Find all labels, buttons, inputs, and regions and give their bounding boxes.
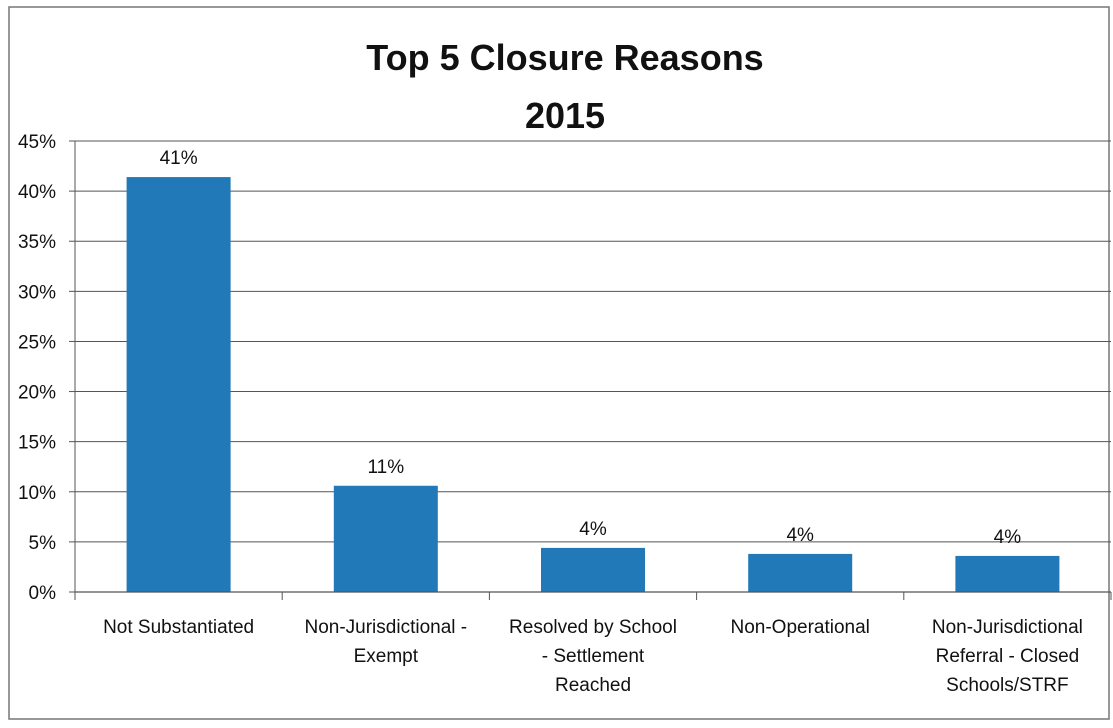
x-category-label-line: Not Substantiated — [103, 617, 254, 638]
data-label: 4% — [994, 527, 1022, 548]
data-label: 41% — [160, 148, 198, 169]
y-tick-label: 0% — [29, 583, 57, 604]
chart-title: Top 5 Closure Reasons — [366, 37, 763, 78]
x-category-label-line: Reached — [555, 675, 631, 696]
x-category-label-line: Schools/STRF — [946, 675, 1068, 696]
x-category-label: Non-Operational — [730, 617, 869, 638]
x-category-label: Resolved by School - Settlement Reached — [509, 617, 677, 696]
x-category-label: Non-Jurisdictional - Exempt — [304, 617, 467, 667]
data-label: 11% — [367, 457, 404, 478]
x-category-label: Non-Jurisdictional Referral - Closed Schoo… — [932, 617, 1083, 696]
bar — [333, 485, 438, 592]
y-tick-label: 45% — [18, 132, 56, 153]
y-axis-ticks: 0% 5% 10% 15% 20% 25% 30% 35% 40% 45% — [18, 132, 76, 604]
x-category-label-line: Exempt — [354, 646, 419, 667]
bar — [748, 553, 853, 592]
x-category-label-line: Non-Jurisdictional — [932, 617, 1083, 638]
y-tick-label: 25% — [18, 332, 56, 353]
x-category-label-line: Non-Jurisdictional - — [304, 617, 467, 638]
x-axis: Not Substantiated Non-Jurisdictional - Exe… — [74, 591, 1112, 696]
data-label: 4% — [786, 525, 814, 546]
x-category-label-line: Non-Operational — [730, 617, 869, 638]
x-category-label: Not Substantiated — [103, 617, 254, 638]
bar — [955, 555, 1060, 592]
y-tick-label: 30% — [18, 282, 56, 303]
gridlines — [75, 140, 1111, 543]
chart-subtitle: 2015 — [525, 95, 605, 136]
y-tick-label: 20% — [18, 383, 56, 404]
y-tick-label: 5% — [29, 533, 57, 554]
data-labels: 41% 11% 4% 4% 4% — [160, 148, 1022, 548]
x-category-label-line: Resolved by School — [509, 617, 677, 638]
bar — [541, 547, 645, 592]
y-tick-label: 15% — [18, 433, 56, 454]
x-category-label-line: - Settlement — [542, 646, 645, 667]
x-category-label-line: Referral - Closed — [936, 646, 1080, 667]
y-tick-label: 40% — [18, 182, 56, 203]
bar — [126, 177, 231, 592]
bars — [126, 177, 1060, 592]
y-tick-label: 10% — [18, 483, 56, 504]
y-tick-label: 35% — [18, 232, 56, 253]
data-label: 4% — [579, 519, 607, 540]
